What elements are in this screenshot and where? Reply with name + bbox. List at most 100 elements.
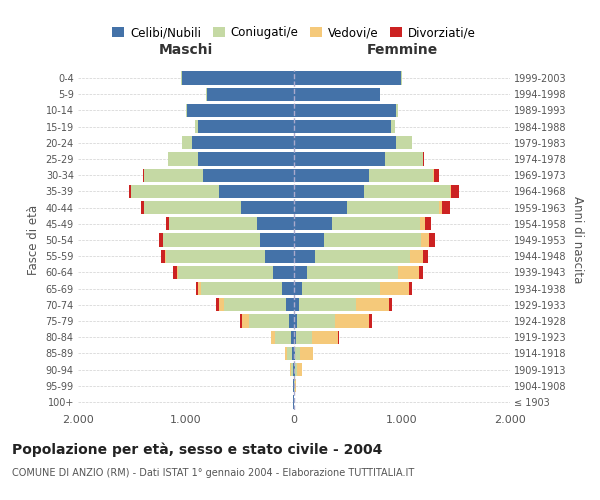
Bar <box>187 104 294 117</box>
Bar <box>273 266 294 279</box>
Bar <box>186 104 187 117</box>
Bar <box>294 346 295 360</box>
Bar <box>163 234 260 246</box>
Bar <box>281 282 294 295</box>
Bar <box>257 217 294 230</box>
Bar <box>294 250 316 263</box>
Bar <box>292 346 294 360</box>
Bar <box>196 282 198 295</box>
Bar <box>291 363 293 376</box>
Bar <box>425 217 431 230</box>
Bar <box>145 201 241 214</box>
Bar <box>248 314 289 328</box>
Bar <box>242 314 248 328</box>
Bar <box>324 234 421 246</box>
Bar <box>294 298 299 312</box>
Bar <box>169 217 257 230</box>
Bar <box>160 234 163 246</box>
Bar <box>165 250 166 263</box>
Bar <box>220 185 294 198</box>
Bar <box>198 282 201 295</box>
Bar <box>391 120 395 134</box>
Bar <box>291 330 294 344</box>
Y-axis label: Anni di nascita: Anni di nascita <box>571 196 584 284</box>
Bar <box>177 266 178 279</box>
Bar <box>271 330 275 344</box>
Bar <box>294 330 296 344</box>
Text: Maschi: Maschi <box>159 43 213 57</box>
Bar <box>311 330 338 344</box>
Bar <box>294 217 332 230</box>
Bar <box>182 136 193 149</box>
Bar <box>298 314 335 328</box>
Text: Femmine: Femmine <box>367 43 437 57</box>
Bar <box>347 201 439 214</box>
Bar <box>265 250 294 263</box>
Bar <box>422 250 428 263</box>
Bar <box>166 250 265 263</box>
Bar <box>307 266 398 279</box>
Bar <box>294 88 380 101</box>
Bar <box>294 168 369 182</box>
Bar <box>423 152 424 166</box>
Bar <box>294 266 307 279</box>
Bar <box>294 363 295 376</box>
Bar <box>299 298 356 312</box>
Bar <box>302 282 380 295</box>
Bar <box>439 201 442 214</box>
Bar <box>295 379 296 392</box>
Bar <box>287 346 292 360</box>
Bar <box>161 250 165 263</box>
Bar <box>173 266 177 279</box>
Bar <box>275 330 291 344</box>
Bar <box>296 330 311 344</box>
Bar <box>294 314 298 328</box>
Bar <box>294 282 302 295</box>
Bar <box>293 363 294 376</box>
Bar <box>294 185 364 198</box>
Bar <box>434 168 439 182</box>
Bar <box>168 152 198 166</box>
Bar <box>369 314 371 328</box>
Text: COMUNE DI ANZIO (RM) - Dati ISTAT 1° gennaio 2004 - Elaborazione TUTTITALIA.IT: COMUNE DI ANZIO (RM) - Dati ISTAT 1° gen… <box>12 468 414 477</box>
Bar <box>286 298 294 312</box>
Bar <box>215 298 218 312</box>
Bar <box>195 120 198 134</box>
Bar <box>198 120 294 134</box>
Bar <box>294 136 396 149</box>
Bar <box>433 168 434 182</box>
Bar <box>260 234 294 246</box>
Bar <box>385 152 422 166</box>
Bar <box>182 72 294 85</box>
Bar <box>389 298 392 312</box>
Bar <box>203 168 294 182</box>
Bar <box>289 314 294 328</box>
Bar <box>396 104 398 117</box>
Bar <box>130 185 131 198</box>
Bar <box>332 217 419 230</box>
Bar <box>224 298 286 312</box>
Bar <box>198 152 294 166</box>
Bar <box>201 282 281 295</box>
Bar <box>206 88 294 101</box>
Bar <box>294 72 401 85</box>
Bar <box>335 314 369 328</box>
Bar <box>294 104 396 117</box>
Bar <box>143 168 145 182</box>
Bar <box>419 217 425 230</box>
Bar <box>442 201 450 214</box>
Bar <box>294 120 391 134</box>
Bar <box>145 168 203 182</box>
Bar <box>294 201 347 214</box>
Bar <box>141 201 145 214</box>
Bar <box>301 346 313 360</box>
Bar <box>316 250 410 263</box>
Bar <box>409 282 412 295</box>
Bar <box>396 136 412 149</box>
Bar <box>293 379 294 392</box>
Bar <box>218 298 224 312</box>
Bar <box>398 266 419 279</box>
Bar <box>364 185 449 198</box>
Bar <box>356 298 389 312</box>
Bar <box>429 234 436 246</box>
